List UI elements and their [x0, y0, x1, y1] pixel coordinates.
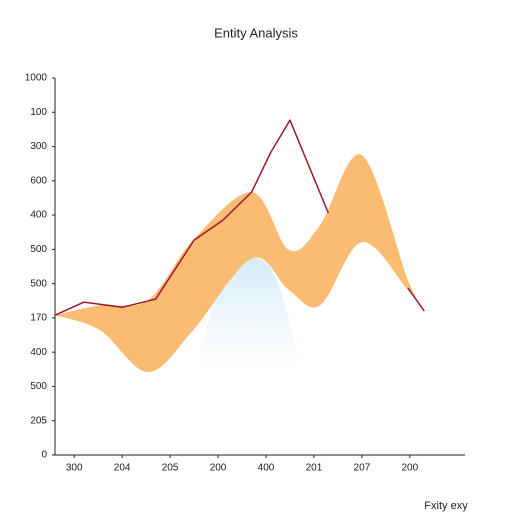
- x-tick-label: 400: [258, 463, 275, 474]
- x-tick-label: 205: [162, 463, 179, 474]
- x-tick-label: 207: [354, 463, 371, 474]
- y-tick-label: 600: [30, 175, 47, 186]
- y-tick-label: 500: [30, 381, 47, 392]
- corner-note: Fxity exy: [424, 500, 468, 512]
- x-tick-label: 201: [306, 463, 323, 474]
- band-upper: [55, 154, 425, 373]
- chart-title: Entity Analysis: [214, 25, 298, 40]
- x-tick-label: 300: [66, 463, 83, 474]
- y-tick-label: 500: [30, 244, 47, 255]
- y-tick-label: 300: [30, 141, 47, 152]
- y-tick-label: 100: [30, 107, 47, 118]
- x-tick-label: 204: [114, 463, 131, 474]
- y-tick-label: 500: [30, 278, 47, 289]
- y-tick-label: 400: [30, 210, 47, 221]
- y-tick-label: 205: [30, 415, 47, 426]
- line: [54, 119, 425, 316]
- y-tick-label: 0: [41, 450, 47, 461]
- y-tick-label: 400: [30, 347, 47, 358]
- x-tick-label: 200: [210, 463, 227, 474]
- x-tick-label: 200: [402, 463, 419, 474]
- y-tick-label: 1000: [25, 73, 48, 84]
- y-tick-label: 170: [30, 313, 47, 324]
